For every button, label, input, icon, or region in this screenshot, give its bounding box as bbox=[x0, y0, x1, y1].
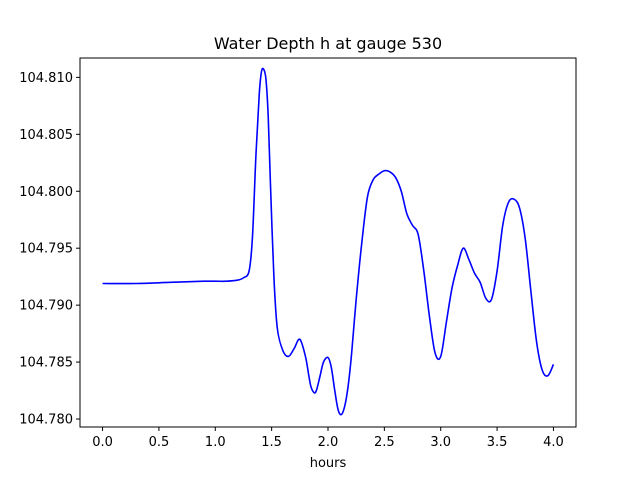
x-tick-label: 0.0 bbox=[92, 435, 113, 450]
y-tick-label: 104.790 bbox=[19, 299, 73, 314]
x-tick-label: 2.0 bbox=[318, 435, 339, 450]
y-tick-label: 104.805 bbox=[19, 128, 73, 143]
y-tick-label: 104.780 bbox=[19, 413, 73, 428]
x-tick-label: 1.5 bbox=[261, 435, 282, 450]
x-tick-label: 0.5 bbox=[149, 435, 170, 450]
y-tick-label: 104.785 bbox=[19, 356, 73, 371]
y-tick-label: 104.810 bbox=[19, 71, 73, 86]
y-axis-ticks: 104.780 104.785 104.790 104.795 104.800 104.8… bbox=[19, 71, 80, 428]
axes-frame bbox=[79, 57, 577, 428]
y-tick-label: 104.800 bbox=[19, 185, 73, 200]
chart-title: Water Depth h at gauge 530 bbox=[214, 34, 442, 53]
series-line bbox=[102, 67, 555, 416]
plot-area bbox=[102, 67, 555, 416]
y-tick-label: 104.795 bbox=[19, 242, 73, 257]
x-tick-label: 3.5 bbox=[487, 435, 508, 450]
x-tick-label: 3.0 bbox=[430, 435, 451, 450]
x-axis-ticks: 0.0 0.5 1.0 1.5 2.0 2.5 3.0 3.5 4.0 bbox=[92, 427, 564, 450]
x-tick-label: 4.0 bbox=[543, 435, 564, 450]
x-axis-label: hours bbox=[310, 456, 347, 471]
x-tick-label: 1.0 bbox=[205, 435, 226, 450]
x-tick-label: 2.5 bbox=[374, 435, 395, 450]
